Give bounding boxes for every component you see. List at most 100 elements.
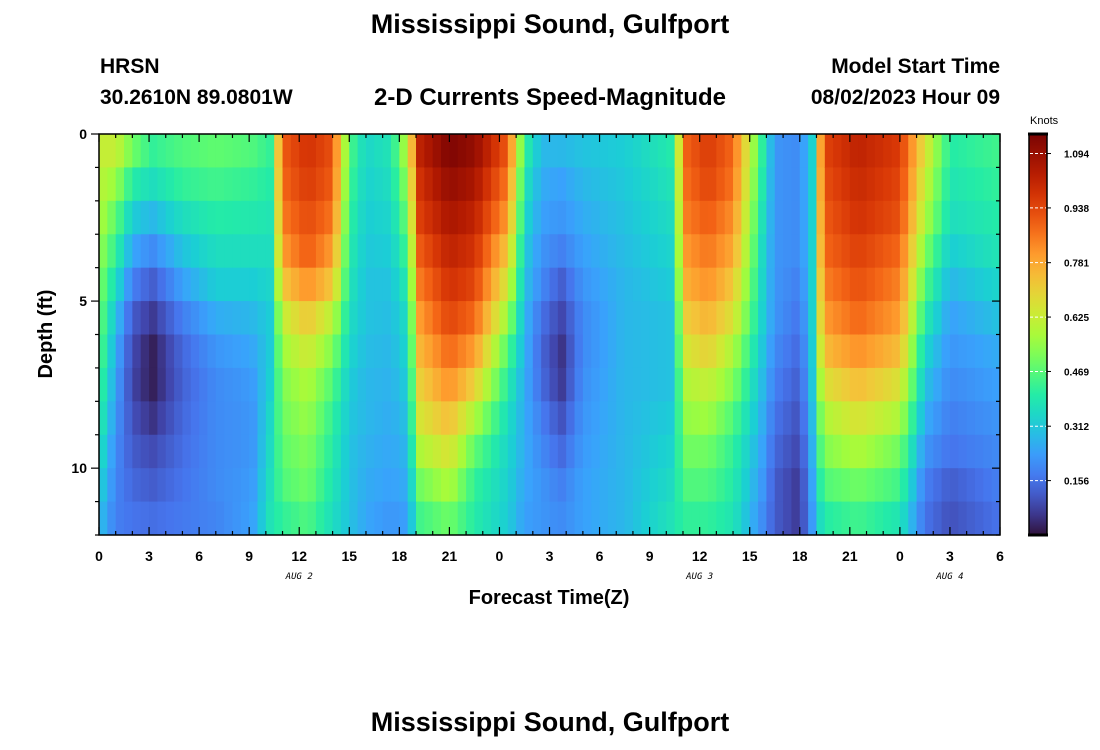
heatmap-cell [916, 367, 926, 402]
heatmap-cell [858, 167, 868, 202]
heatmap-cell [390, 167, 400, 202]
heatmap-cell [541, 234, 551, 269]
date-label: AUG 4 [935, 572, 963, 582]
heatmap-cell [99, 434, 108, 469]
heatmap-cell [482, 501, 492, 535]
heatmap-cell [874, 134, 884, 169]
heatmap-cell [215, 134, 225, 169]
heatmap-cell [424, 200, 434, 235]
heatmap-cell [908, 267, 918, 302]
heatmap-cell [949, 200, 959, 235]
heatmap-cell [733, 301, 742, 336]
heatmap-cell [641, 234, 651, 269]
heatmap-cell [666, 301, 676, 336]
heatmap-cell [140, 401, 150, 436]
heatmap-cell [257, 401, 267, 436]
heatmap-cell [132, 167, 142, 202]
heatmap-cell [541, 301, 551, 336]
heatmap-cell [883, 301, 893, 336]
heatmap-cell [841, 434, 851, 469]
heatmap-cell [232, 200, 242, 235]
heatmap-cell [657, 301, 667, 336]
heatmap-cell [582, 200, 592, 235]
heatmap-cell [390, 267, 400, 302]
x-tick-label: 15 [341, 548, 357, 564]
heatmap-cell [149, 134, 158, 169]
heatmap-cell [190, 200, 200, 235]
heatmap-cell [199, 468, 209, 503]
heatmap-cell [115, 334, 125, 369]
heatmap-cell [307, 167, 317, 202]
heatmap-cell [791, 501, 801, 535]
heatmap-cell [649, 334, 659, 369]
heatmap-cell [899, 234, 909, 269]
heatmap-cell [841, 301, 851, 336]
heatmap-cell [365, 267, 375, 302]
heatmap-cell [299, 134, 309, 169]
heatmap-cell [365, 167, 375, 202]
heatmap-cell [457, 267, 467, 302]
heatmap-cell [124, 134, 133, 169]
heatmap-cell [858, 501, 868, 535]
heatmap-cell [290, 334, 300, 369]
heatmap-cell [140, 234, 150, 269]
heatmap-cell [666, 334, 676, 369]
heatmap-cell [449, 468, 459, 503]
heatmap-cell [282, 434, 292, 469]
heatmap-cell [165, 501, 175, 535]
heatmap-cell [891, 200, 901, 235]
heatmap-cell [849, 301, 859, 336]
heatmap-cell [699, 434, 709, 469]
heatmap-cell [424, 434, 434, 469]
heatmap-cell [607, 468, 617, 503]
heatmap-cell [632, 200, 642, 235]
heatmap-cell [866, 501, 876, 535]
heatmap-cell [499, 434, 509, 469]
heatmap-cell [849, 468, 859, 503]
heatmap-cell [733, 501, 742, 535]
heatmap-cell [983, 167, 993, 202]
heatmap-cell [482, 267, 492, 302]
heatmap-cell [499, 234, 509, 269]
heatmap-cell [457, 468, 467, 503]
heatmap-cell [282, 401, 292, 436]
heatmap-cell [741, 501, 751, 535]
heatmap-cell [507, 334, 517, 369]
heatmap-cell [607, 200, 617, 235]
heatmap-cell [324, 234, 334, 269]
heatmap-cell [99, 401, 108, 436]
heatmap-cell [224, 434, 234, 469]
heatmap-cell [190, 501, 200, 535]
heatmap-cell [466, 401, 476, 436]
heatmap-cell [674, 301, 684, 336]
heatmap-cell [749, 434, 759, 469]
heatmap-cell [240, 167, 250, 202]
heatmap-cell [524, 301, 534, 336]
heatmap-cell [566, 267, 576, 302]
heatmap-cell [799, 468, 809, 503]
colorbar-unit: Knots [1030, 115, 1059, 127]
heatmap-cell [182, 367, 192, 402]
heatmap-cell [499, 501, 509, 535]
heatmap-cell [449, 167, 459, 202]
x-tick-label: 12 [291, 548, 307, 564]
heatmap-cell [115, 234, 125, 269]
heatmap-cell [974, 234, 984, 269]
heatmap-cell [332, 134, 342, 169]
heatmap-cell [524, 434, 534, 469]
heatmap-cell [99, 301, 108, 336]
heatmap-cell [724, 401, 734, 436]
heatmap-cell [691, 401, 701, 436]
heatmap-cell [491, 200, 501, 235]
heatmap-cell [958, 234, 968, 269]
heatmap-cell [274, 267, 284, 302]
heatmap-cell [499, 301, 509, 336]
heatmap-cell [165, 200, 175, 235]
heatmap-cell [791, 468, 801, 503]
heatmap-cell [949, 134, 959, 169]
heatmap-cell [607, 134, 617, 169]
heatmap-cell [799, 401, 809, 436]
heatmap-cell [107, 468, 117, 503]
heatmap-cell [833, 301, 843, 336]
heatmap-cell [949, 501, 959, 535]
